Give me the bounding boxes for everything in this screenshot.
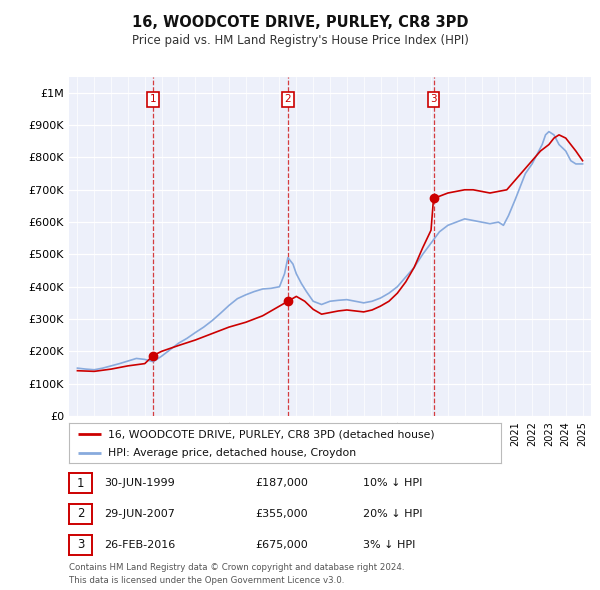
Text: Contains HM Land Registry data © Crown copyright and database right 2024.: Contains HM Land Registry data © Crown c… bbox=[69, 563, 404, 572]
Text: 30-JUN-1999: 30-JUN-1999 bbox=[104, 478, 175, 488]
Text: 2: 2 bbox=[284, 94, 291, 104]
Text: This data is licensed under the Open Government Licence v3.0.: This data is licensed under the Open Gov… bbox=[69, 576, 344, 585]
Text: 3: 3 bbox=[77, 538, 84, 551]
Text: HPI: Average price, detached house, Croydon: HPI: Average price, detached house, Croy… bbox=[108, 448, 356, 458]
Text: £187,000: £187,000 bbox=[255, 478, 308, 488]
Text: 10% ↓ HPI: 10% ↓ HPI bbox=[363, 478, 422, 488]
Text: 1: 1 bbox=[77, 477, 84, 490]
Text: 20% ↓ HPI: 20% ↓ HPI bbox=[363, 509, 422, 519]
Text: 3: 3 bbox=[430, 94, 437, 104]
Text: 16, WOODCOTE DRIVE, PURLEY, CR8 3PD: 16, WOODCOTE DRIVE, PURLEY, CR8 3PD bbox=[132, 15, 468, 30]
Text: £355,000: £355,000 bbox=[255, 509, 308, 519]
Text: 2: 2 bbox=[77, 507, 84, 520]
Text: 16, WOODCOTE DRIVE, PURLEY, CR8 3PD (detached house): 16, WOODCOTE DRIVE, PURLEY, CR8 3PD (det… bbox=[108, 430, 434, 440]
Text: Price paid vs. HM Land Registry's House Price Index (HPI): Price paid vs. HM Land Registry's House … bbox=[131, 34, 469, 47]
Text: 26-FEB-2016: 26-FEB-2016 bbox=[104, 540, 175, 549]
Text: 1: 1 bbox=[150, 94, 157, 104]
Text: £675,000: £675,000 bbox=[255, 540, 308, 549]
Text: 3% ↓ HPI: 3% ↓ HPI bbox=[363, 540, 415, 549]
Text: 29-JUN-2007: 29-JUN-2007 bbox=[104, 509, 175, 519]
